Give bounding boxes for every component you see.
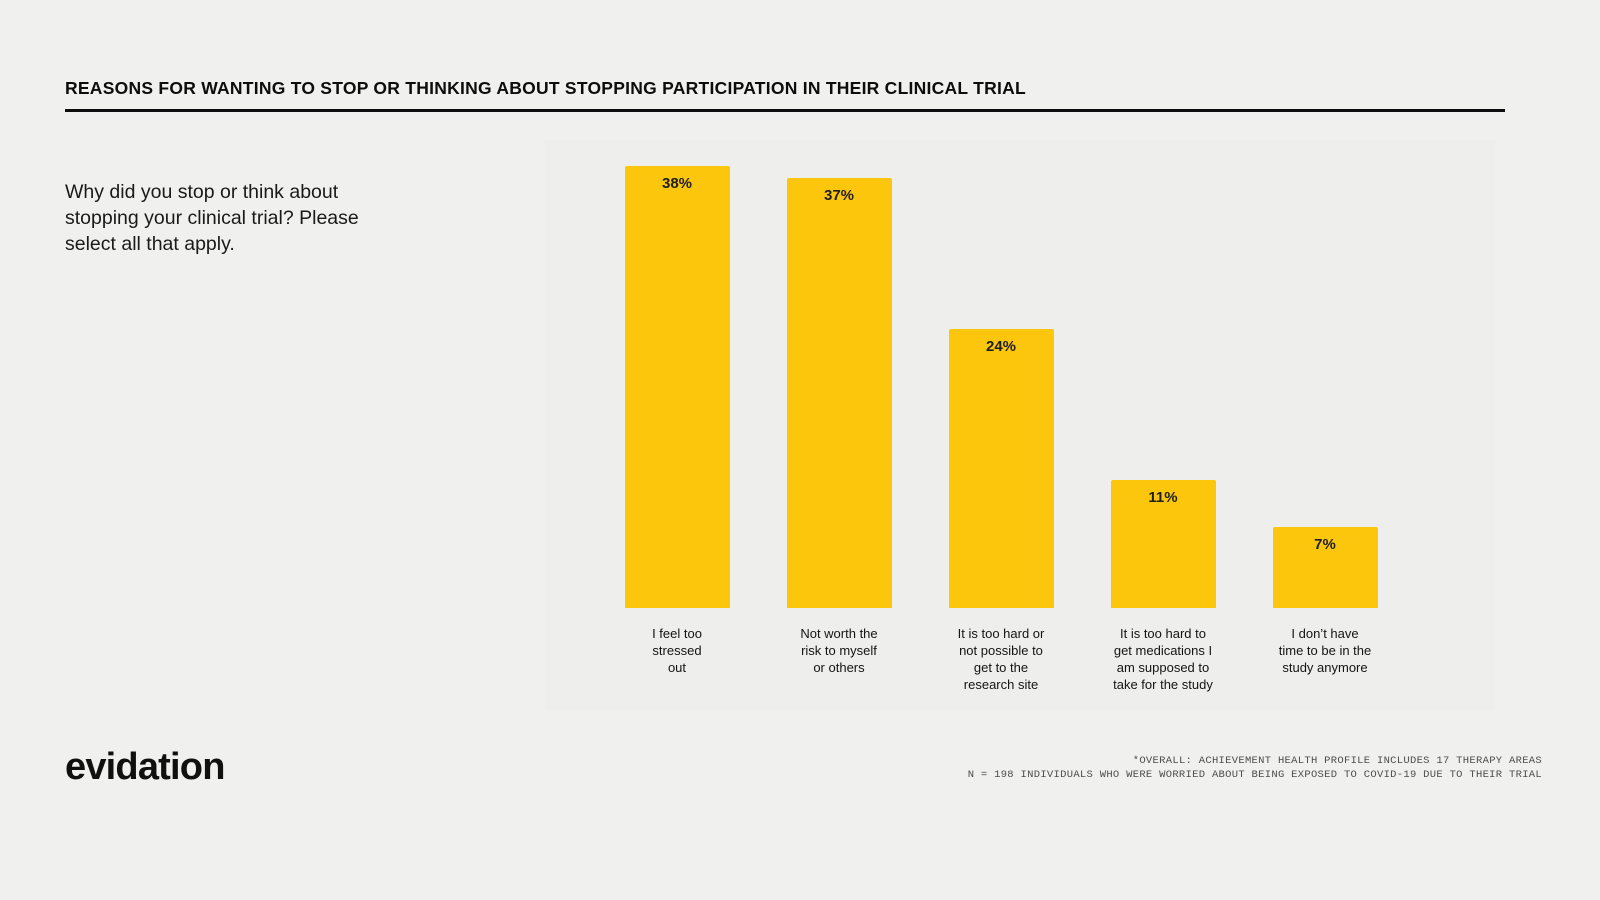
page-title: REASONS FOR WANTING TO STOP OR THINKING … <box>65 78 1026 98</box>
bar-column: 38% <box>596 166 758 608</box>
bar-column: 37% <box>758 178 920 608</box>
bar-value-label: 7% <box>1314 536 1336 553</box>
bar: 7% <box>1272 527 1378 608</box>
slide-header: REASONS FOR WANTING TO STOP OR THINKING … <box>65 78 1505 112</box>
footnote: *OVERALL: ACHIEVEMENT HEALTH PROFILE INC… <box>968 755 1542 782</box>
bar-category-label: I feel too stressed out <box>652 626 702 675</box>
footnote-line-2: N = 198 INDIVIDUALS WHO WERE WORRIED ABO… <box>967 768 1542 781</box>
bar-value-label: 37% <box>823 187 855 204</box>
bar-chart: 38% 37% 24% 11% 7% I feel too stressed out No… <box>545 140 1495 710</box>
survey-question-text: Why did you stop or think about stopping… <box>65 181 359 255</box>
bar: 11% <box>1110 480 1216 608</box>
title-underline <box>65 109 1505 112</box>
bar-category-label: It is too hard to get medications I am s… <box>1113 626 1213 692</box>
label-column: It is too hard to get medications I am s… <box>1082 625 1244 693</box>
bar-column: 24% <box>920 329 1082 608</box>
footnote-line-1: *OVERALL: ACHIEVEMENT HEALTH PROFILE INC… <box>1132 755 1542 767</box>
label-column: Not worth the risk to myself or others <box>758 625 920 693</box>
bar-value-label: 38% <box>661 175 693 192</box>
bar-column: 11% <box>1082 480 1244 608</box>
label-column: I don’t have time to be in the study any… <box>1244 625 1406 693</box>
bar-category-label: Not worth the risk to myself or others <box>800 626 878 675</box>
bar-category-label: I don’t have time to be in the study any… <box>1278 626 1372 675</box>
bar: 37% <box>786 178 892 608</box>
bar-category-label: It is too hard or not possible to get to… <box>957 626 1045 692</box>
label-column: It is too hard or not possible to get to… <box>920 625 1082 693</box>
evidation-logo: evidation <box>65 746 225 788</box>
bar: 38% <box>624 166 730 608</box>
bar-column: 7% <box>1244 527 1406 608</box>
label-column: I feel too stressed out <box>596 625 758 693</box>
labels-row: I feel too stressed out Not worth the ris… <box>545 625 1495 693</box>
bars-row: 38% 37% 24% 11% 7% <box>545 140 1495 608</box>
bar: 24% <box>948 329 1054 608</box>
bar-value-label: 11% <box>1148 489 1178 506</box>
bar-value-label: 24% <box>985 338 1017 355</box>
